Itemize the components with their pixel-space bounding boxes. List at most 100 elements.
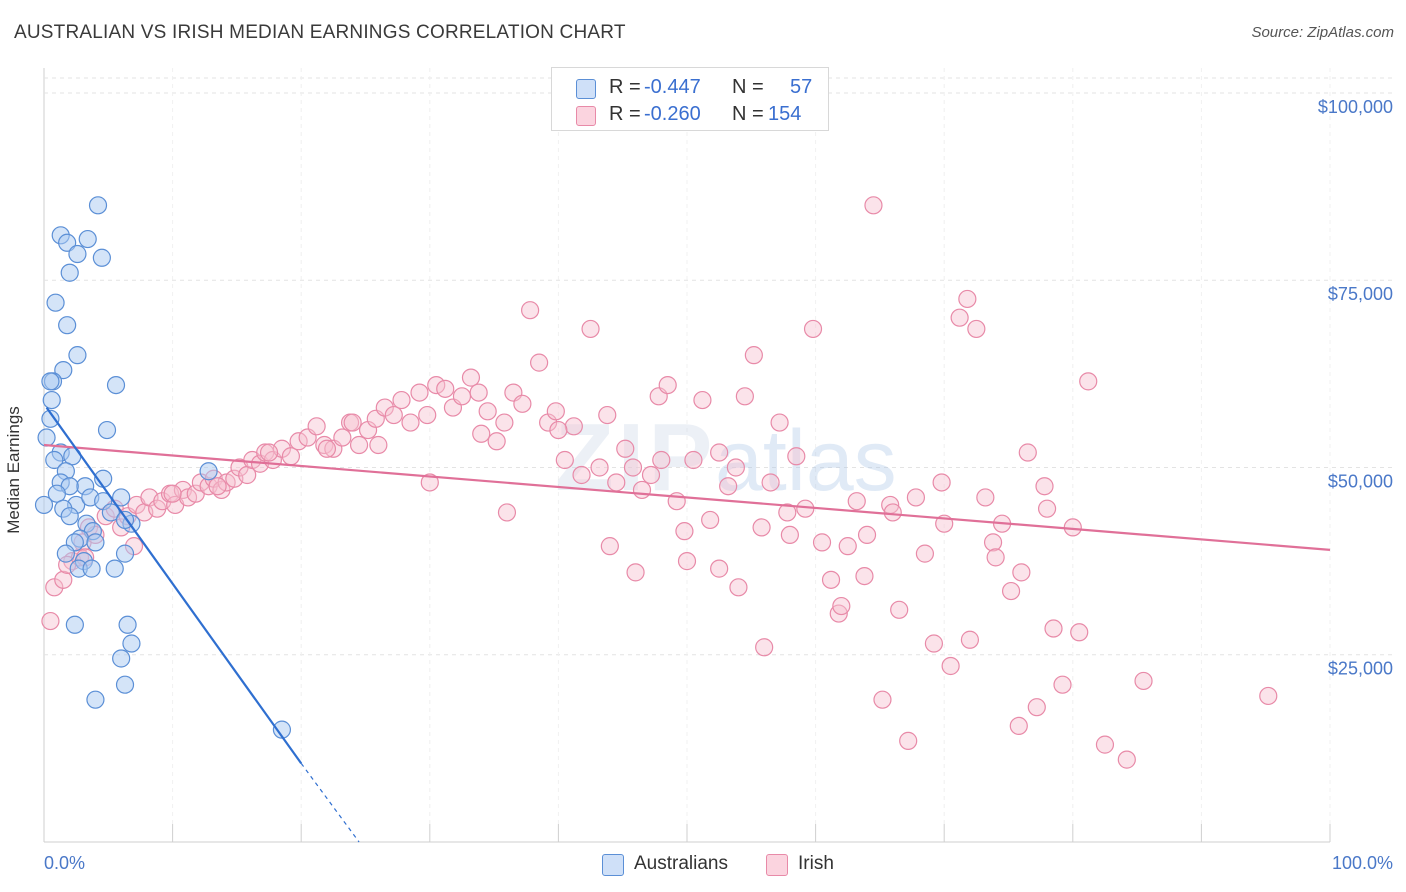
irish-point [677,552,697,571]
irish-point [960,630,980,649]
irish-point [555,450,574,470]
irish-point [487,432,506,451]
australians-point [112,649,131,668]
australians-point [34,495,54,515]
irish-point [787,447,806,466]
australians-point [88,196,108,215]
irish-point [607,473,626,492]
australians-point [65,615,84,634]
australians-point [60,507,79,526]
australians-point [105,559,124,578]
irish-point [832,596,851,616]
irish-point [495,413,514,432]
source-credit: Source: ZipAtlas.com [1251,24,1394,41]
australians-trend-extension [300,762,360,843]
legend-n-value: 57 [790,76,813,98]
x-tick-label: 100.0% [1332,853,1393,873]
irish-point [581,319,600,339]
irish-point [497,503,517,522]
irish-point [452,387,472,406]
y-tick-label: $25,000 [1328,659,1393,679]
irish-point [693,390,712,410]
australians-point [86,690,105,709]
australians-point [58,316,77,335]
irish-point [641,465,661,485]
watermark: ZIP atlas [555,404,897,511]
irish-point [983,533,1003,552]
irish-point [418,405,437,425]
australians-point [42,390,61,410]
australians-point [115,675,135,694]
irish-point [829,604,848,623]
australians-point [54,361,73,380]
irish-point [847,492,866,511]
irish-points [41,196,1278,769]
irish-point [410,383,429,402]
irish-point [1053,675,1072,694]
irish-point [1018,443,1037,462]
irish-point [986,548,1005,567]
irish-point [281,447,301,466]
irish-point [710,443,729,462]
australians-point [115,544,135,563]
australians-point [106,375,126,395]
irish-point [941,656,960,676]
irish-point [780,525,799,545]
y-tick-label: $75,000 [1328,284,1393,304]
irish-point [658,375,677,395]
irish-point [1117,750,1136,769]
irish-point [684,450,703,470]
legend-r-value: -0.260 [644,103,701,125]
irish-point [384,405,403,425]
irish-point [590,458,609,477]
correlation-legend: R = -0.447 N = 57 R = -0.260 N = 154 [551,67,829,131]
irish-point [1070,623,1089,642]
irish-point [427,375,446,395]
irish-point [54,570,73,589]
irish-point [1259,686,1278,706]
irish-point [1079,372,1098,391]
australians-point [47,484,66,503]
australians-point [118,615,137,634]
irish-point [752,518,771,537]
irish-point [530,353,549,372]
irish-point [967,319,986,339]
irish-legend-label: Irish [798,853,834,874]
irish-point [317,439,337,458]
australians-point [68,346,87,365]
irish-point [469,383,488,402]
irish-point [906,488,926,507]
irish-point [735,387,754,406]
irish-trend-line [43,443,1331,551]
australians-point [78,229,97,249]
irish-point [598,405,617,425]
irish-point [1027,698,1046,717]
irish-point [1035,477,1054,496]
australians-point [45,450,64,470]
irish-point [726,458,745,477]
irish-point [1037,499,1057,518]
irish-point [333,428,352,447]
irish-point [821,570,841,589]
australians-point [68,244,87,264]
legend-r-label: R = [609,103,641,125]
irish-point [208,477,227,496]
irish-point [890,600,909,619]
australians-point [37,428,56,447]
irish-point [915,544,935,563]
australians-point [46,293,65,312]
svg-text:atlas: atlas [715,413,897,509]
irish-point [857,525,877,545]
irish-point [564,417,583,436]
x-tick-label: 0.0% [44,853,85,873]
legend-r-label: R = [609,76,641,98]
irish-point [420,473,439,492]
irish-point [461,368,481,387]
irish-point [710,559,729,578]
irish-point [1001,581,1021,601]
irish-point [600,537,619,556]
irish-point [803,319,823,339]
irish-point [478,402,497,421]
legend-swatch-australians [576,79,596,99]
